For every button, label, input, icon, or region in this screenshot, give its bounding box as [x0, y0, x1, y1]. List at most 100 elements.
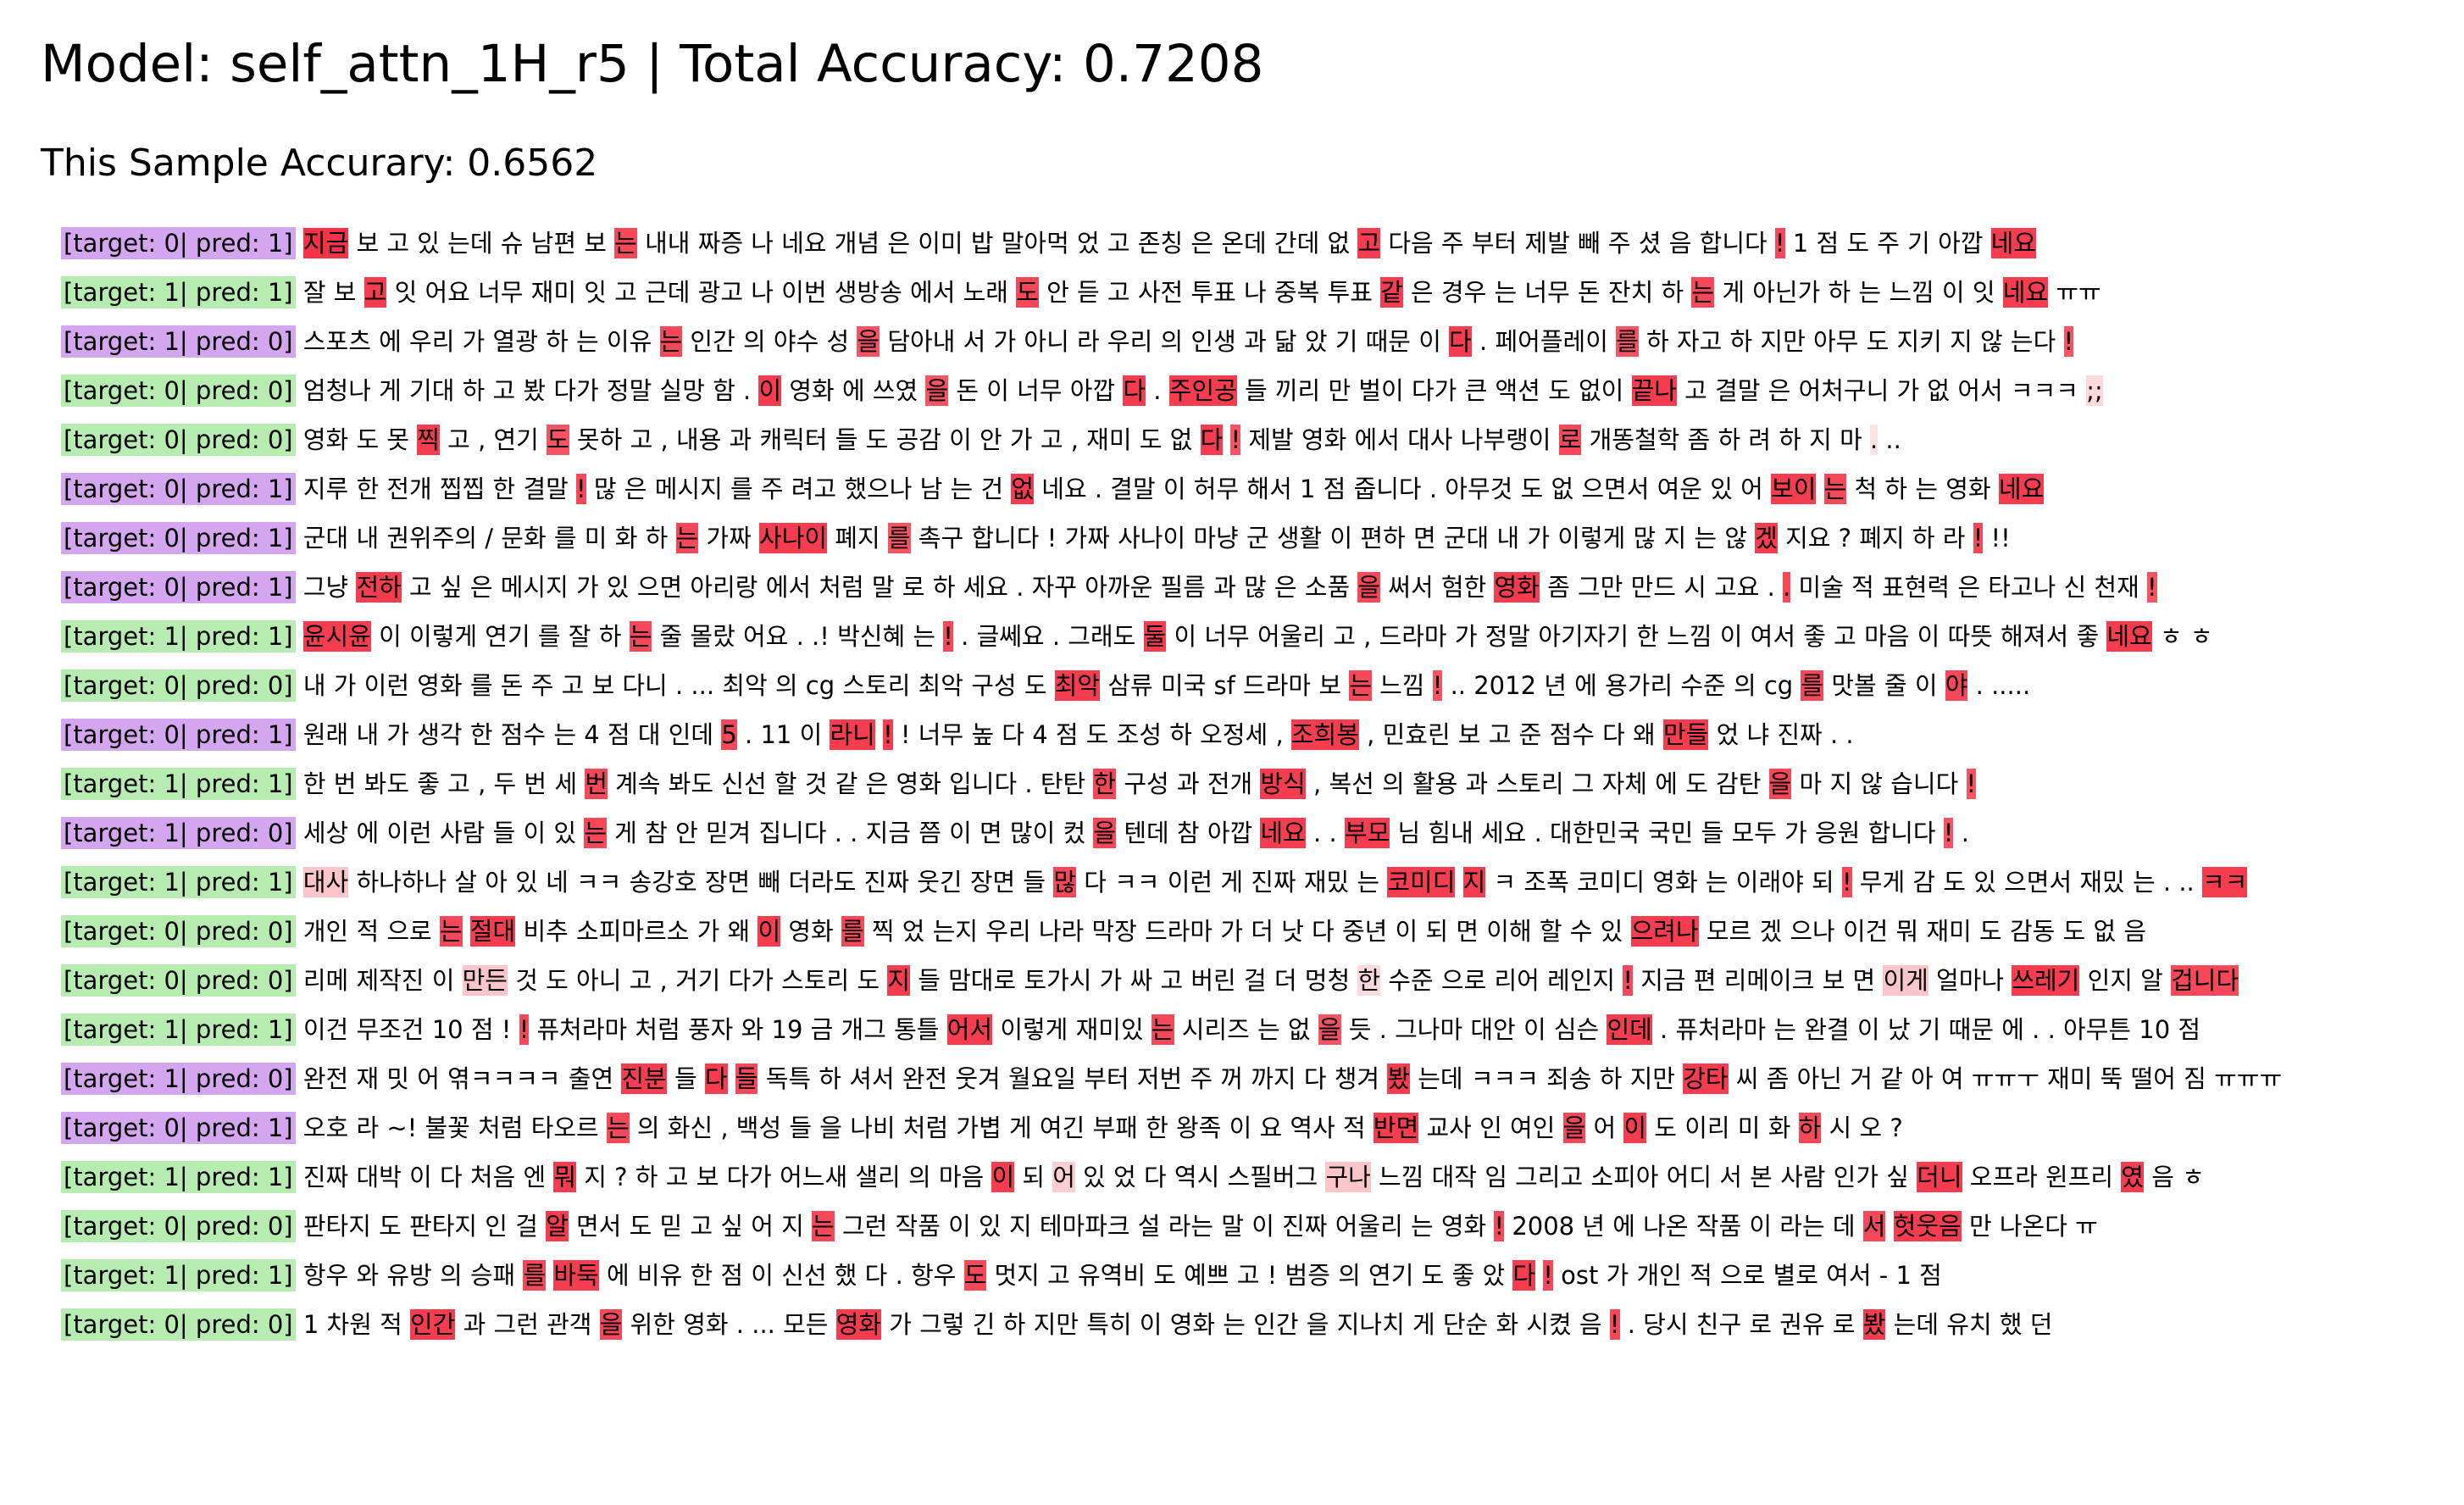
token: 건	[980, 475, 1004, 503]
token: 를	[1801, 670, 1824, 701]
token: 백성	[735, 1113, 782, 1142]
token: 본	[1750, 1163, 1773, 1191]
token: 이번	[781, 278, 827, 307]
token: 겠	[1759, 917, 1783, 946]
token: 도	[1520, 475, 1544, 503]
token: 네요	[1041, 475, 1087, 503]
token: 1	[1895, 1261, 1912, 1290]
token: 가짜	[706, 524, 752, 553]
token: 왜	[1633, 720, 1656, 749]
token: 을	[1562, 1113, 1586, 1143]
token: 못	[386, 425, 410, 454]
token: 도	[963, 1260, 987, 1291]
token: 그래도	[1068, 622, 1136, 651]
token: 고	[447, 425, 470, 454]
token: 라니	[830, 719, 875, 750]
token: 친구	[1695, 1310, 1742, 1339]
token: 더라도	[788, 868, 857, 897]
token: 개인	[302, 917, 349, 946]
token: 생방송	[834, 278, 902, 307]
token: 퓨처라마	[1675, 1015, 1767, 1044]
token: 처럼	[902, 1113, 949, 1142]
token: 서	[1719, 1163, 1742, 1191]
token: 더니	[1917, 1162, 1962, 1192]
token: 을	[857, 326, 880, 357]
token: 점수	[1549, 720, 1595, 749]
token: 을	[1357, 572, 1381, 603]
token: 세요	[1480, 819, 1527, 847]
token: 다음	[1388, 229, 1434, 258]
token: ㅋㅋ	[2201, 867, 2248, 897]
token: 나라	[1038, 917, 1085, 946]
token: 유치	[1946, 1310, 1992, 1339]
token: 고	[386, 229, 410, 258]
token: 는	[553, 720, 577, 749]
token: 하	[1828, 278, 1851, 307]
token: 라는	[1168, 1212, 1214, 1241]
token: 영화	[835, 1309, 882, 1340]
token: 마	[1840, 425, 1862, 454]
token: 보	[1457, 720, 1481, 749]
token: 엮ㅋㅋㅋㅋ	[447, 1064, 561, 1093]
token: ..	[1885, 425, 1901, 454]
token: 하	[645, 524, 669, 553]
token: 권유	[1779, 1310, 1825, 1339]
token: 좋	[1451, 1261, 1475, 1290]
token: 듣	[1077, 278, 1100, 307]
token: 고	[1107, 278, 1130, 307]
token: 주	[760, 475, 784, 503]
token: 을	[819, 1113, 842, 1142]
token: .	[674, 671, 684, 700]
token: 인지	[2087, 966, 2133, 995]
token: 도	[865, 425, 889, 454]
sample-row: [target: 0| pred: 0] 영화 도 못 찍 고 , 연기 도 못…	[61, 415, 2400, 464]
token: 인	[485, 1212, 508, 1241]
token: !	[943, 621, 953, 652]
token: 가짜	[1064, 524, 1110, 553]
token: 나온다	[1999, 1212, 2067, 1241]
token: 이	[949, 819, 972, 847]
token: 가	[1527, 524, 1551, 553]
token: 도	[857, 966, 880, 995]
token: 도	[1548, 376, 1571, 405]
token: 비유	[636, 1261, 683, 1290]
token: 기	[1917, 1015, 1941, 1044]
token: 작품	[1695, 1212, 1742, 1241]
token: 도	[1085, 720, 1109, 749]
token: 은	[1957, 573, 1980, 602]
token: 재밌	[2079, 868, 2125, 897]
token: 샐리	[855, 1163, 901, 1191]
token: 감동	[2009, 917, 2056, 946]
token: 지	[584, 1163, 607, 1191]
token: 주	[1440, 229, 1464, 258]
token: 글쎄요	[976, 622, 1045, 651]
token: !	[1230, 425, 1241, 455]
token: 과	[463, 1310, 486, 1339]
token: 밋	[386, 1064, 410, 1093]
token: 이	[1523, 1015, 1546, 1044]
token: 고	[1160, 966, 1184, 995]
token: 의	[1160, 327, 1184, 356]
token: 결말	[1715, 376, 1761, 405]
token: 중복	[1274, 278, 1320, 307]
token: 한	[1357, 965, 1381, 996]
token: 영화	[683, 1310, 729, 1339]
token: 지	[887, 965, 910, 996]
token: 좋	[1803, 622, 1826, 651]
token: 야수	[773, 327, 819, 356]
token: 권위주의	[386, 524, 478, 553]
token: 비추	[523, 917, 569, 946]
token: 이	[1139, 1310, 1163, 1339]
token: 영화	[1301, 425, 1347, 454]
token: 특히	[1086, 1310, 1132, 1339]
token: 스토리	[781, 966, 850, 995]
token: 도	[1024, 671, 1047, 700]
token: 하	[932, 573, 956, 602]
token: 모르	[1706, 917, 1752, 946]
token: 제발	[1524, 229, 1570, 258]
token: 승패	[469, 1261, 516, 1290]
sample-row: [target: 0| pred: 1] 원래 내 가 생각 한 점수 는 4 …	[61, 710, 2400, 759]
token: 아닌	[1796, 1064, 1842, 1093]
token: ,	[478, 769, 486, 798]
token: 심슨	[1553, 1015, 1600, 1044]
